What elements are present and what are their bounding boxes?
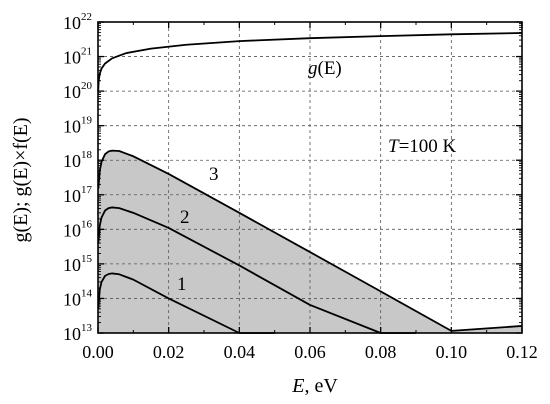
y-tick-label: 1015	[63, 253, 93, 275]
series-fill-3	[98, 150, 522, 333]
y-tick-label: 1022	[63, 11, 92, 33]
series-label-g: g(E)	[308, 58, 342, 79]
y-tick-label: 1019	[63, 115, 93, 137]
x-axis-title-italic: E	[291, 375, 304, 397]
series-label-2: 2	[180, 207, 190, 228]
series-label-3: 3	[209, 164, 219, 185]
y-tick-label: 1021	[63, 46, 92, 68]
x-tick-label: 0.02	[153, 342, 185, 362]
temperature-label: T=100 K	[388, 136, 457, 157]
y-tick-label: 1016	[63, 218, 93, 240]
x-axis-title-rest: , eV	[304, 375, 338, 397]
y-tick-label: 1018	[63, 149, 93, 171]
series-line-g	[97, 32, 523, 92]
series-label-g-rest: (E)	[318, 58, 342, 79]
y-axis-title: g(E); g(E)×f(E)	[10, 117, 32, 242]
y-tick-label: 1020	[63, 80, 93, 102]
y-tick-label: 1017	[63, 184, 93, 206]
temperature-label-rest: =100 K	[399, 136, 457, 157]
temperature-label-italic: T	[388, 136, 400, 157]
series-label-g-italic: g	[308, 58, 318, 79]
series-label-1: 1	[177, 274, 187, 295]
y-tick-label: 1013	[63, 322, 93, 344]
x-axis-title: E, eV	[291, 375, 338, 397]
y-tick-label: 1014	[63, 287, 93, 309]
x-tick-label: 0.00	[82, 342, 114, 362]
x-tick-label: 0.12	[506, 342, 538, 362]
x-tick-label: 0.06	[294, 342, 326, 362]
series-line-2	[97, 206, 416, 334]
series-line-1	[97, 272, 275, 334]
x-tick-label: 0.08	[365, 342, 397, 362]
x-tick-label: 0.10	[436, 342, 468, 362]
x-tick-label: 0.04	[224, 342, 256, 362]
